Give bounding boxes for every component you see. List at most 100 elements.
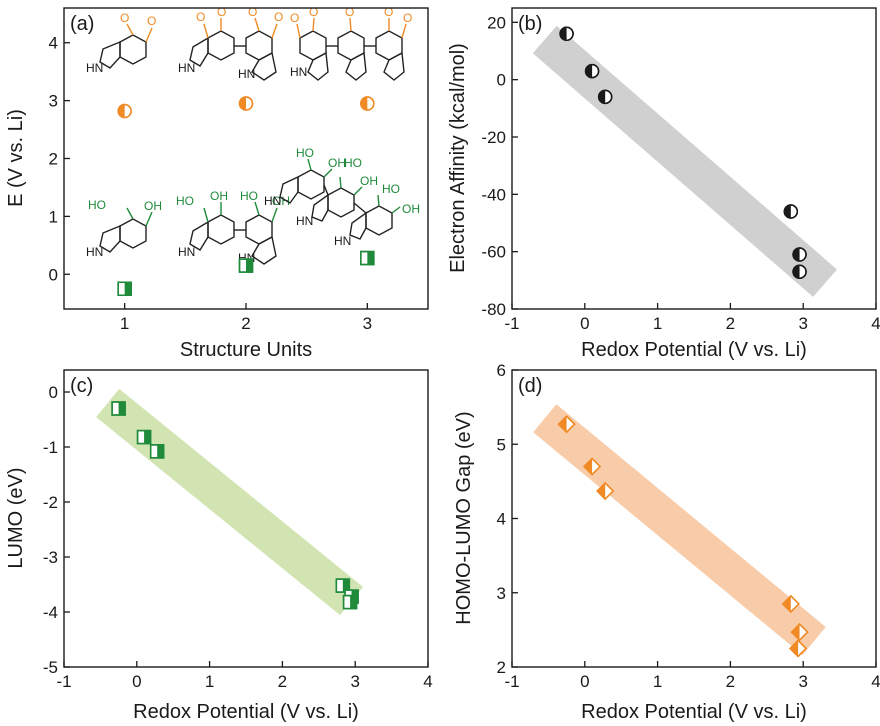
amine-label: HN <box>178 61 195 75</box>
panel-d-ylabel: HOMO-LUMO Gap (eV) <box>453 411 475 624</box>
amine-label: HN <box>290 65 307 79</box>
data-point <box>781 594 800 613</box>
panel-b: -1 0 1 2 3 4 -80 -60 -40 -20 0 20 (b) Redox Potenti… <box>447 7 880 361</box>
data-point <box>557 415 576 434</box>
panel-c-frame <box>63 369 429 668</box>
data-point <box>583 457 602 476</box>
y-tick-label: 0 <box>497 71 506 90</box>
panel-a-label: (a) <box>70 13 94 35</box>
panel-b-frame <box>511 7 877 310</box>
x-tick-label: 1 <box>653 314 662 333</box>
y-tick-label: -4 <box>43 603 58 622</box>
hydroxyl-label: OH <box>210 189 228 203</box>
y-tick-label: 20 <box>487 13 506 32</box>
hydroxyl-label: HO <box>382 182 400 196</box>
data-point <box>149 444 165 459</box>
y-tick-label: 3 <box>497 584 506 603</box>
structure-monomer-reduced: HO OH HN <box>86 198 162 259</box>
x-tick-label: 3 <box>363 314 372 333</box>
y-tick-label: -5 <box>43 658 58 677</box>
panel-a-xlabel: Structure Units <box>180 339 312 361</box>
hydroxyl-label: HO <box>240 189 258 203</box>
data-point <box>597 89 613 105</box>
y-tick-label: 5 <box>497 435 506 454</box>
oxygen-label: O <box>196 10 205 24</box>
panel-d-label: (d) <box>518 375 542 397</box>
panel-c-axes: -1 0 1 2 3 4 -5 -4 -3 -2 -1 0 <box>43 383 433 691</box>
hydroxyl-label: OH <box>328 156 346 170</box>
x-tick-label: -1 <box>56 672 71 691</box>
hydroxyl-label: HO <box>296 146 314 160</box>
panel-c-label: (c) <box>70 375 93 397</box>
panel-c-ylabel: LUMO (eV) <box>5 467 27 568</box>
panel-a-axes: 1 2 3 0 1 2 3 4 <box>49 34 373 333</box>
x-tick-label: 1 <box>205 672 214 691</box>
hydroxyl-label: OH <box>360 174 378 188</box>
x-tick-label: 2 <box>726 314 735 333</box>
data-point <box>559 26 574 42</box>
hydroxyl-label: OH <box>144 199 162 213</box>
data-point <box>111 401 126 416</box>
x-tick-label: 3 <box>350 672 359 691</box>
data-point <box>360 250 375 266</box>
panel-a-ylabel: E (V vs. Li) <box>5 109 27 207</box>
amine-label: HN <box>264 194 281 208</box>
data-point <box>790 623 809 642</box>
panel-c-plot <box>96 388 364 616</box>
data-point <box>792 247 807 262</box>
y-tick-label: -20 <box>481 128 506 147</box>
oxygen-label: O <box>248 5 257 19</box>
x-tick-label: 3 <box>798 672 807 691</box>
x-tick-label: 4 <box>871 672 880 691</box>
y-tick-label: 4 <box>49 34 58 53</box>
panel-d-axes: -1 0 1 2 3 4 2 3 4 5 6 <box>497 361 880 691</box>
data-point <box>789 639 808 658</box>
panel-b-ylabel: Electron Affinity (kcal/mol) <box>447 43 469 273</box>
x-tick-label: 1 <box>653 672 662 691</box>
oxygen-label: O <box>120 11 129 25</box>
oxygen-label: O <box>217 5 226 19</box>
data-point <box>136 429 152 445</box>
panel-a-plot: O O HN O O O O HN HN <box>86 5 420 296</box>
oxygen-label: O <box>147 14 156 28</box>
oxygen-label: O <box>290 11 299 25</box>
y-tick-label: -3 <box>43 548 58 567</box>
oxygen-label: O <box>309 5 318 19</box>
data-point <box>238 258 254 273</box>
amine-label: HN <box>334 234 351 248</box>
hydroxyl-label: OH <box>272 194 290 208</box>
hydroxyl-label: HO <box>344 156 362 170</box>
x-tick-label: 4 <box>871 314 880 333</box>
data-point <box>360 96 375 111</box>
x-tick-label: 2 <box>726 672 735 691</box>
y-tick-label: -1 <box>43 438 58 457</box>
y-tick-label: 0 <box>49 265 58 284</box>
amine-label: HN <box>238 67 255 81</box>
data-point <box>783 204 799 219</box>
hydroxyl-label: HO <box>176 194 194 208</box>
x-tick-label: 4 <box>423 672 432 691</box>
panel-b-trend-band <box>532 25 837 297</box>
y-tick-label: 2 <box>497 658 506 677</box>
panel-c-marks <box>111 401 359 610</box>
oxygen-label: O <box>345 5 354 19</box>
oxygen-label: O <box>384 5 393 19</box>
hydroxyl-label: OH <box>402 202 420 216</box>
y-tick-label: 3 <box>49 92 58 111</box>
y-tick-label: -80 <box>481 300 506 319</box>
y-tick-label: -2 <box>43 493 58 512</box>
y-tick-label: 2 <box>49 150 58 169</box>
y-tick-label: 4 <box>497 510 506 529</box>
panel-a: O O HN O O O O HN HN <box>5 5 429 361</box>
structure-dimer-oxidized: O O O O HN HN <box>178 5 283 81</box>
amine-label: HN <box>86 61 103 75</box>
structure-monomer-oxidized: O O HN <box>86 11 156 75</box>
panel-b-axes: -1 0 1 2 3 4 -80 -60 -40 -20 0 20 <box>481 13 880 333</box>
oxygen-label: O <box>274 10 283 24</box>
data-point <box>335 578 351 593</box>
y-tick-label: 6 <box>497 361 506 380</box>
panel-d-trend-band <box>533 404 826 656</box>
amine-label: HN <box>296 214 313 228</box>
panel-d-marks <box>557 415 809 658</box>
